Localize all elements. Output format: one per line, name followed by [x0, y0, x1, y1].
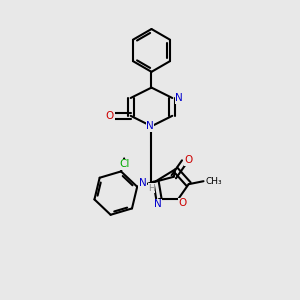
- Text: O: O: [178, 199, 187, 208]
- Text: N: N: [154, 200, 161, 209]
- Text: O: O: [184, 155, 193, 165]
- Text: N: N: [146, 121, 154, 131]
- Text: N: N: [139, 178, 146, 188]
- Text: CH₃: CH₃: [206, 177, 222, 186]
- Text: N: N: [175, 93, 183, 103]
- Text: H: H: [148, 184, 155, 193]
- Text: O: O: [106, 111, 114, 121]
- Text: Cl: Cl: [119, 159, 129, 170]
